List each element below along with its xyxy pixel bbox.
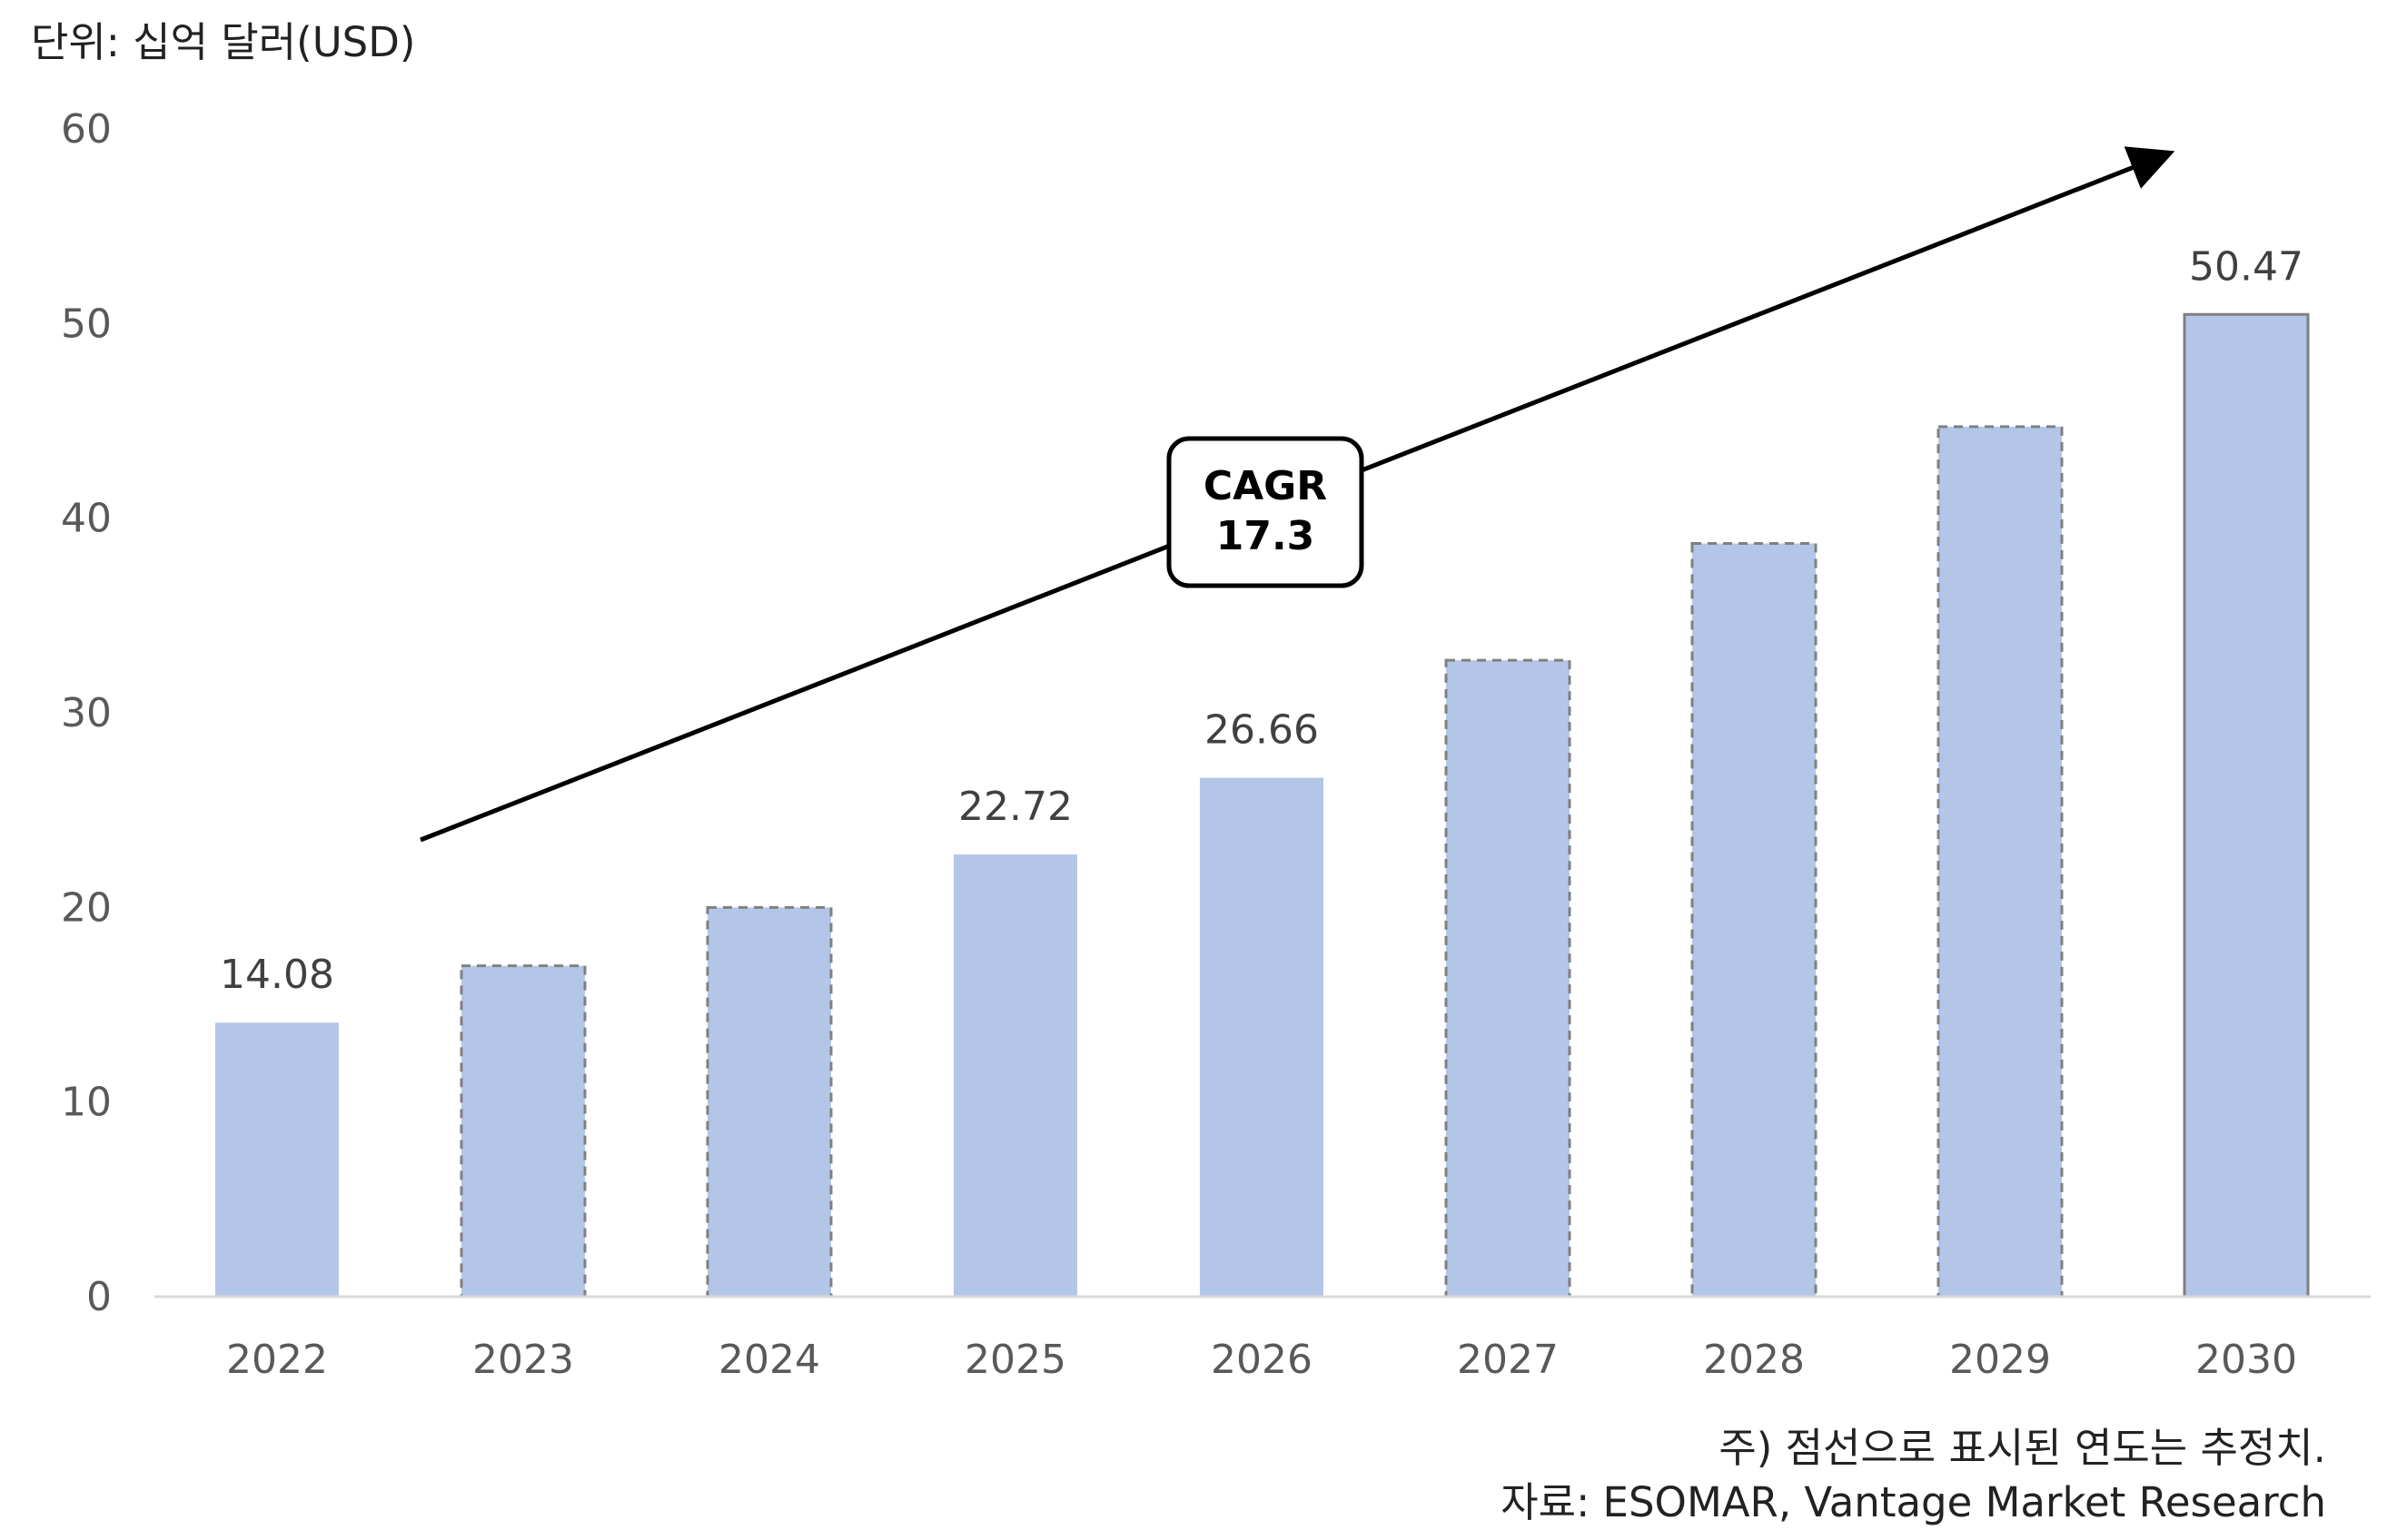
cagr-value: 17.3: [1216, 513, 1315, 559]
cagr-label: CAGR: [1203, 463, 1327, 509]
y-tick-label: 30: [61, 690, 112, 736]
y-axis: 0 10 20 30 40 50 60: [61, 106, 112, 1320]
y-tick-label: 60: [61, 106, 112, 153]
bar-2026: [1200, 777, 1323, 1297]
bar-series: [215, 312, 2310, 1298]
data-labels: 14.08 22.72 26.66 50.47: [220, 243, 2303, 998]
x-tick-label: 2026: [1211, 1337, 1312, 1383]
data-label-2026: 26.66: [1204, 707, 1319, 754]
notes: 주) 점선으로 표시된 연도는 추정치. 자료: ESOMAR, Vantage…: [1501, 1421, 2326, 1530]
bar-2022: [215, 1022, 339, 1297]
x-tick-label: 2022: [226, 1337, 328, 1383]
y-tick-label: 20: [61, 884, 112, 931]
cagr-box: [1166, 436, 1364, 588]
bar-2025: [954, 854, 1077, 1297]
x-tick-label: 2029: [1949, 1337, 2051, 1383]
bar-2029: [1936, 425, 2064, 1298]
x-tick-label: 2028: [1703, 1337, 1805, 1383]
bar-2028: [1690, 542, 1818, 1298]
x-tick-label: 2030: [2195, 1337, 2297, 1383]
data-label-2022: 14.08: [220, 952, 334, 998]
source-note: 자료: ESOMAR, Vantage Market Research: [1501, 1478, 2326, 1526]
y-tick-label: 0: [86, 1274, 112, 1320]
x-axis: 2022 2023 2024 2025 2026 2027 2028 2029 2030: [154, 1295, 2371, 1383]
x-tick-label: 2027: [1457, 1337, 1559, 1383]
x-tick-label: 2024: [718, 1337, 820, 1383]
unit-label: 단위: 십억 달러(USD): [31, 18, 416, 66]
bar-2030: [2183, 312, 2310, 1298]
bar-2024: [706, 905, 833, 1298]
bar-2027: [1444, 658, 1571, 1298]
bar-2023: [460, 964, 587, 1298]
x-tick-label: 2025: [965, 1337, 1066, 1383]
y-tick-label: 10: [61, 1080, 112, 1126]
cagr-trend: CAGR 17.3: [420, 146, 2175, 843]
data-label-2030: 50.47: [2189, 243, 2303, 290]
y-tick-label: 50: [61, 301, 112, 347]
data-label-2025: 22.72: [958, 784, 1073, 830]
footnote: 주) 점선으로 표시된 연도는 추정치.: [1719, 1424, 2326, 1472]
x-tick-label: 2023: [472, 1337, 574, 1383]
y-tick-label: 40: [61, 496, 112, 542]
